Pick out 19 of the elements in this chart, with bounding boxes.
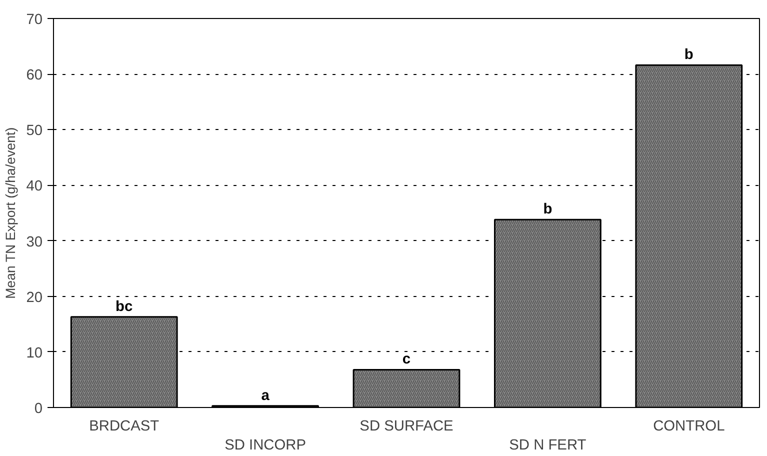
y-tick-label: 30 bbox=[26, 234, 43, 250]
x-tick-label: SD SURFACE bbox=[360, 418, 454, 434]
y-tick-label: 40 bbox=[26, 178, 43, 195]
y-tick-label: 70 bbox=[26, 12, 43, 28]
y-tick-label: 50 bbox=[26, 123, 43, 140]
y-tick-label: 0 bbox=[34, 401, 43, 417]
annotation: b bbox=[543, 202, 552, 218]
y-tick-label: 60 bbox=[26, 68, 43, 84]
x-tick-label: BRDCAST bbox=[89, 418, 160, 434]
y-axis-title: Mean TN Export (g/ha/event) bbox=[3, 127, 18, 299]
annotation: bc bbox=[116, 298, 133, 315]
annotation: a bbox=[261, 388, 270, 404]
annotation: b bbox=[684, 47, 694, 64]
y-tick-label: 10 bbox=[26, 345, 43, 362]
y-tick-label: 20 bbox=[26, 290, 43, 306]
x-tick-label: SD N FERT bbox=[509, 438, 586, 454]
x-tick-label: SD INCORP bbox=[224, 438, 306, 454]
x-tick-label: CONTROL bbox=[653, 418, 725, 434]
annotation: c bbox=[402, 352, 411, 368]
